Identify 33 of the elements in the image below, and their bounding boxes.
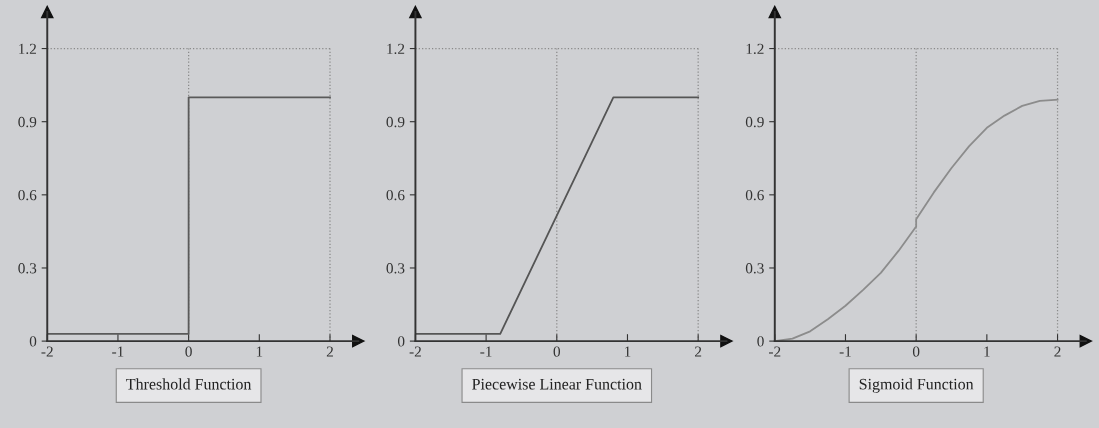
x-tick-label: 2 <box>695 346 702 357</box>
y-tick-label: 0 <box>397 336 405 347</box>
x-tick-label: 2 <box>1054 346 1061 357</box>
y-tick-label: 0.9 <box>386 116 405 128</box>
y-tick-label: 0 <box>29 336 37 347</box>
x-tick-label: -2 <box>41 346 53 357</box>
x-tick-label: 1 <box>984 346 990 357</box>
x-tick-label: -1 <box>480 346 492 357</box>
y-tick-label: 0 <box>757 336 764 347</box>
text: Threshold Function <box>126 378 252 390</box>
y-tick-label: 0.6 <box>386 189 405 201</box>
y-tick-label: 0.3 <box>18 263 37 274</box>
y-tick-label: 0.3 <box>386 263 405 274</box>
y-tick-label: 0.6 <box>18 189 37 201</box>
text: Sigmoid Function <box>859 378 974 393</box>
y-tick-label: 1.2 <box>19 43 36 55</box>
y-tick-label: 0.6 <box>745 189 764 201</box>
x-tick-label: 0 <box>912 346 920 357</box>
x-tick-label: 1 <box>256 346 263 357</box>
x-tick-label: -1 <box>839 346 851 357</box>
x-tick-label: 0 <box>185 346 192 357</box>
x-tick-label: -1 <box>112 346 124 357</box>
x-tick-label: 1 <box>625 346 631 357</box>
text: Piecewise Linear Function <box>472 378 642 390</box>
y-tick-label: 1.2 <box>387 43 405 55</box>
x-tick-label: 0 <box>553 346 561 357</box>
x-tick-label: 2 <box>326 346 333 357</box>
x-tick-label: -2 <box>409 346 421 357</box>
x-tick-label: -2 <box>769 346 781 357</box>
y-tick-label: 0.9 <box>745 116 764 128</box>
y-tick-label: 1.2 <box>746 43 764 55</box>
y-tick-label: 0.3 <box>745 263 764 274</box>
y-tick-label: 0.9 <box>18 116 37 128</box>
